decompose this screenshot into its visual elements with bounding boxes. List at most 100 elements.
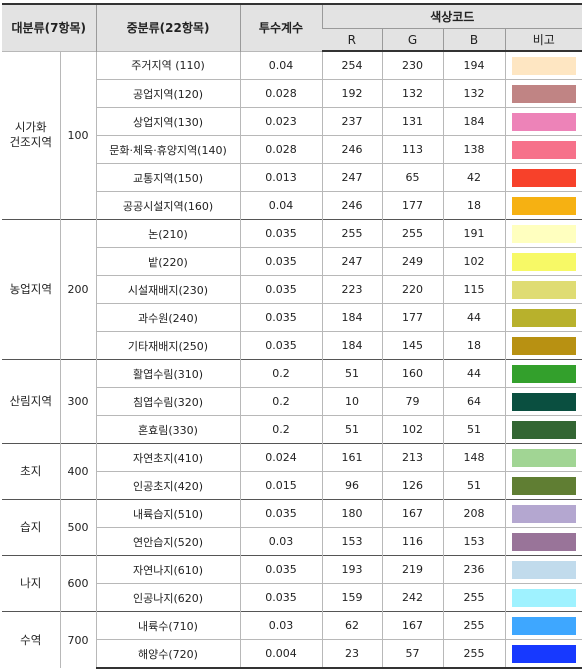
permeability-coef: 0.023 [239, 107, 322, 136]
table-row: 공공시설지역(160) 0.04 246 177 18 [2, 191, 583, 220]
permeability-coef: 0.035 [239, 583, 322, 612]
table-row: 침엽수림(320) 0.2 10 79 64 [2, 387, 583, 416]
color-g: 79 [381, 387, 443, 416]
table-row: 상업지역(130) 0.023 237 131 184 [2, 107, 583, 136]
header-note: 비고 [504, 28, 583, 52]
color-swatch [511, 56, 577, 75]
middle-category: 공업지역(120) [95, 79, 240, 108]
color-r: 159 [321, 583, 382, 612]
color-g: 102 [381, 415, 443, 444]
color-g: 220 [381, 275, 443, 304]
note-cell [504, 387, 583, 416]
middle-category: 인공나지(620) [95, 583, 240, 612]
note-cell [504, 499, 583, 528]
color-b: 208 [442, 499, 505, 528]
permeability-coef: 0.03 [239, 527, 322, 556]
major-code: 500 [59, 499, 96, 556]
table-row: 교통지역(150) 0.013 247 65 42 [2, 163, 583, 192]
note-cell [504, 79, 583, 108]
note-cell [504, 135, 583, 164]
table-row: 문화·체육·휴양지역(140) 0.028 246 113 138 [2, 135, 583, 164]
color-swatch [511, 476, 577, 495]
color-r: 193 [321, 555, 382, 584]
color-g: 126 [381, 471, 443, 500]
note-cell [504, 331, 583, 360]
table-row: 공업지역(120) 0.028 192 132 132 [2, 79, 583, 108]
color-g: 113 [381, 135, 443, 164]
color-swatch [511, 168, 577, 187]
color-r: 237 [321, 107, 382, 136]
color-b: 102 [442, 247, 505, 276]
color-swatch [511, 560, 577, 579]
permeability-coef: 0.035 [239, 555, 322, 584]
major-category-line: 습지 [20, 520, 42, 534]
note-cell [504, 303, 583, 332]
color-g: 230 [381, 50, 443, 80]
header-major: 대분류(7항목) [2, 3, 96, 51]
note-cell [504, 443, 583, 472]
color-r: 254 [321, 50, 382, 80]
table-row: 수역 700 내륙수(710) 0.03 62 167 255 [2, 611, 583, 668]
color-swatch [511, 532, 577, 551]
color-g: 213 [381, 443, 443, 472]
color-swatch [511, 504, 577, 523]
table-body: 시가화 건조지역 100 주거지역 (110) 0.04 254 230 194 공업지역(12… [2, 50, 583, 669]
permeability-coef: 0.028 [239, 135, 322, 164]
color-b: 255 [442, 583, 505, 612]
color-r: 23 [321, 639, 382, 669]
color-b: 51 [442, 415, 505, 444]
color-r: 161 [321, 443, 382, 472]
color-swatch [511, 448, 577, 467]
major-category: 습지 [2, 499, 60, 556]
note-cell [504, 219, 583, 248]
color-swatch [511, 392, 577, 411]
color-b: 138 [442, 135, 505, 164]
color-swatch [511, 420, 577, 439]
table-row: 나지 600 자연나지(610) 0.035 193 219 236 [2, 555, 583, 612]
color-r: 10 [321, 387, 382, 416]
color-b: 153 [442, 527, 505, 556]
color-swatch [511, 112, 577, 131]
color-b: 44 [442, 303, 505, 332]
major-category: 수역 [2, 611, 60, 668]
color-g: 160 [381, 359, 443, 388]
table-row: 밭(220) 0.035 247 249 102 [2, 247, 583, 276]
header-coef: 투수계수 [239, 3, 322, 51]
color-r: 247 [321, 163, 382, 192]
major-code: 700 [59, 611, 96, 668]
header-r: R [322, 28, 382, 52]
permeability-coef: 0.035 [239, 499, 322, 528]
color-b: 18 [442, 191, 505, 220]
middle-category: 내륙습지(510) [95, 499, 240, 528]
color-g: 65 [381, 163, 443, 192]
color-r: 184 [321, 303, 382, 332]
table-row: 초지 400 자연초지(410) 0.024 161 213 148 [2, 443, 583, 500]
middle-category: 해양수(720) [95, 639, 240, 669]
color-r: 62 [321, 611, 382, 640]
note-cell [504, 527, 583, 556]
color-swatch [511, 644, 577, 663]
color-g: 177 [381, 303, 443, 332]
color-b: 51 [442, 471, 505, 500]
middle-category: 내륙수(710) [95, 611, 240, 640]
permeability-coef: 0.035 [239, 303, 322, 332]
color-swatch [511, 364, 577, 383]
middle-category: 교통지역(150) [95, 163, 240, 192]
major-category-line: 나지 [20, 576, 42, 590]
color-b: 18 [442, 331, 505, 360]
color-r: 192 [321, 79, 382, 108]
color-swatch [511, 252, 577, 271]
color-g: 242 [381, 583, 443, 612]
permeability-coef: 0.015 [239, 471, 322, 500]
color-g: 177 [381, 191, 443, 220]
table-row: 농업지역 200 논(210) 0.035 255 255 191 [2, 219, 583, 360]
middle-category: 시설재배지(230) [95, 275, 240, 304]
permeability-coef: 0.004 [239, 639, 322, 669]
middle-category: 상업지역(130) [95, 107, 240, 136]
permeability-coef: 0.035 [239, 219, 322, 248]
permeability-coef: 0.035 [239, 331, 322, 360]
color-r: 51 [321, 415, 382, 444]
table-row: 산림지역 300 활엽수림(310) 0.2 51 160 44 [2, 359, 583, 444]
major-category: 농업지역 [2, 219, 60, 360]
color-r: 246 [321, 135, 382, 164]
